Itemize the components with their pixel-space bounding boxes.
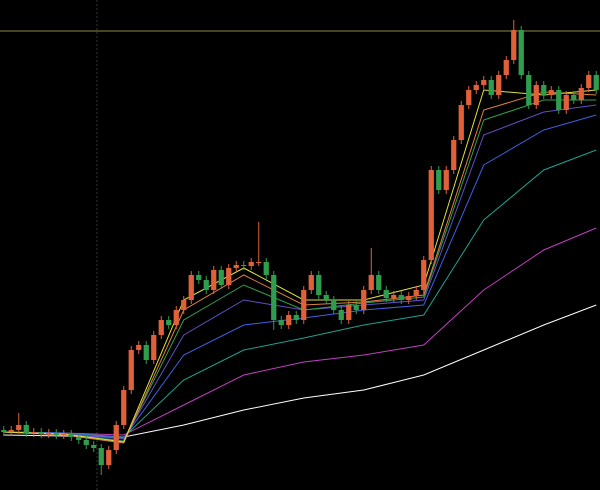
candle-body — [271, 275, 277, 320]
candle-body — [263, 262, 269, 275]
candle-body — [308, 275, 314, 290]
candle-body — [496, 75, 502, 95]
candle-body — [593, 75, 599, 90]
candle-body — [481, 80, 487, 85]
candle-body — [556, 90, 562, 110]
candle-body — [293, 315, 299, 320]
candle-body — [203, 280, 209, 290]
candle-body — [233, 265, 239, 268]
candle-body — [16, 425, 22, 430]
candle-body — [451, 140, 457, 170]
candle-body — [61, 434, 67, 435]
candle-body — [98, 448, 104, 465]
candle-body — [541, 85, 547, 95]
candle-body — [128, 350, 134, 390]
candle-body — [286, 315, 292, 325]
candle-body — [1, 430, 7, 432]
candle-body — [196, 275, 202, 280]
candle-body — [173, 310, 179, 325]
candle-body — [503, 60, 509, 75]
candle-body — [361, 290, 367, 310]
candle-body — [436, 170, 442, 190]
candle-body — [586, 75, 592, 88]
candle-body — [83, 440, 89, 445]
candle-body — [23, 425, 29, 433]
candle-body — [391, 295, 397, 298]
candle-body — [511, 30, 517, 60]
candle-body — [571, 95, 577, 100]
candle-body — [121, 390, 127, 425]
candle-body — [338, 310, 344, 320]
candle-body — [76, 437, 82, 440]
moving-average-line — [3, 227, 597, 436]
candle-body — [331, 300, 337, 310]
candle-body — [278, 320, 284, 325]
candle-body — [466, 90, 472, 105]
candle-body — [301, 290, 307, 320]
candle-body — [91, 445, 97, 448]
candle-body — [458, 105, 464, 140]
candle-body — [548, 90, 554, 95]
candle-body — [488, 80, 494, 95]
candle-body — [211, 270, 217, 290]
candle-body — [526, 75, 532, 105]
moving-average-line — [3, 149, 597, 438]
candle-body — [473, 85, 479, 90]
candle-body — [8, 430, 14, 432]
candle-body — [376, 275, 382, 290]
candle-body — [353, 305, 359, 310]
candle-body — [151, 335, 157, 360]
candle-body — [316, 275, 322, 295]
candle-body — [143, 345, 149, 360]
candle-body — [563, 95, 569, 110]
candle-body — [398, 295, 404, 300]
candle-body — [518, 30, 524, 75]
candle-body — [533, 85, 539, 105]
candle-body — [421, 260, 427, 290]
candle-body — [368, 275, 374, 290]
candle-body — [53, 433, 59, 435]
candle-body — [31, 432, 37, 433]
candle-body — [428, 170, 434, 260]
candle-body — [346, 305, 352, 320]
candle-body — [181, 300, 187, 310]
candle-body — [113, 425, 119, 450]
candle-body — [406, 296, 412, 300]
candle-body — [226, 268, 232, 285]
candle-body — [158, 320, 164, 335]
candle-body — [323, 295, 329, 300]
candle-body — [38, 432, 44, 434]
candle-body — [248, 262, 254, 266]
candle-body — [136, 345, 142, 350]
candle-body — [218, 270, 224, 285]
candle-body — [443, 170, 449, 190]
candle-body — [166, 320, 172, 325]
candle-body — [413, 290, 419, 296]
candle-body — [256, 262, 262, 263]
candle-body — [68, 434, 74, 437]
candle-body — [188, 275, 194, 300]
candle-body — [106, 450, 112, 465]
candle-body — [241, 265, 247, 266]
candle-body — [46, 433, 52, 434]
candle-body — [383, 290, 389, 298]
candle-body — [578, 88, 584, 100]
